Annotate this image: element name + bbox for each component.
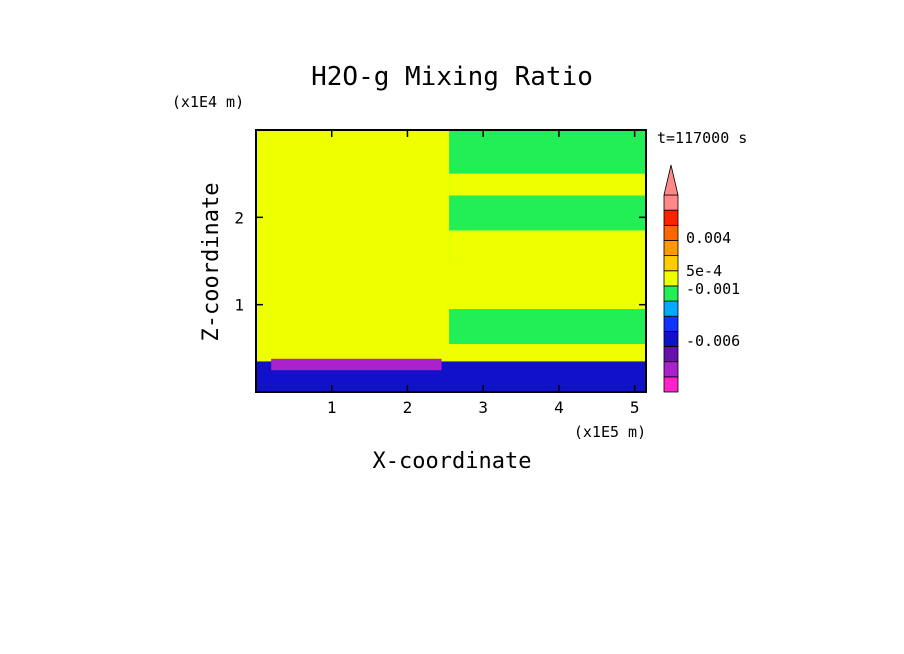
colorbar-swatch: [663, 255, 679, 272]
field-region-5: [449, 309, 646, 344]
colorbar-swatch: [663, 300, 679, 317]
colorbar-swatch: [663, 361, 679, 378]
x-axis-ticks: 1 2 3 4 5: [327, 130, 640, 417]
colorbar: 0.004 5e-4-0.001 -0.006: [663, 164, 740, 393]
colorbar-swatch: [663, 240, 679, 257]
time-label: t=117000 s: [657, 129, 747, 147]
colorbar-extend-arrow: [663, 164, 679, 196]
field-regions: [256, 130, 646, 392]
y-tick-label: 1: [234, 296, 244, 315]
field-region-3: [449, 173, 646, 196]
y-unit-label: (x1E4 m): [172, 93, 244, 111]
field-region-7: [271, 358, 442, 371]
colorbar-swatch: [663, 346, 679, 363]
colorbar-swatch: [663, 376, 679, 393]
colorbar-swatch: [663, 224, 679, 241]
y-tick-label: 2: [234, 208, 244, 227]
colorbar-label: -0.001: [686, 280, 740, 298]
y-axis-ticks: 12: [234, 208, 646, 315]
x-tick-label: 4: [554, 398, 564, 417]
plot-area: [255, 129, 647, 393]
colorbar-swatch: [663, 194, 679, 211]
field-region-0: [256, 130, 450, 392]
field-region-2: [449, 230, 646, 261]
x-tick-label: 3: [478, 398, 488, 417]
x-tick-label: 1: [327, 398, 337, 417]
chart-title: H2O-g Mixing Ratio: [311, 62, 593, 92]
colorbar-label: 5e-4: [686, 262, 722, 280]
colorbar-label: 0.004: [686, 229, 731, 247]
colorbar-label: -0.006: [686, 332, 740, 350]
x-axis-label: X-coordinate: [373, 449, 532, 474]
colorbar-swatch: [663, 270, 679, 287]
colorbar-swatch: [663, 285, 679, 302]
x-tick-label: 5: [630, 398, 640, 417]
x-tick-label: 2: [403, 398, 413, 417]
colorbar-swatch: [663, 315, 679, 332]
y-axis-label: Z-coordinate: [199, 183, 224, 342]
colorbar-swatch: [663, 330, 679, 347]
colorbar-swatch: [663, 209, 679, 226]
x-unit-label: (x1E5 m): [574, 423, 646, 441]
plot-frame: [255, 129, 647, 393]
